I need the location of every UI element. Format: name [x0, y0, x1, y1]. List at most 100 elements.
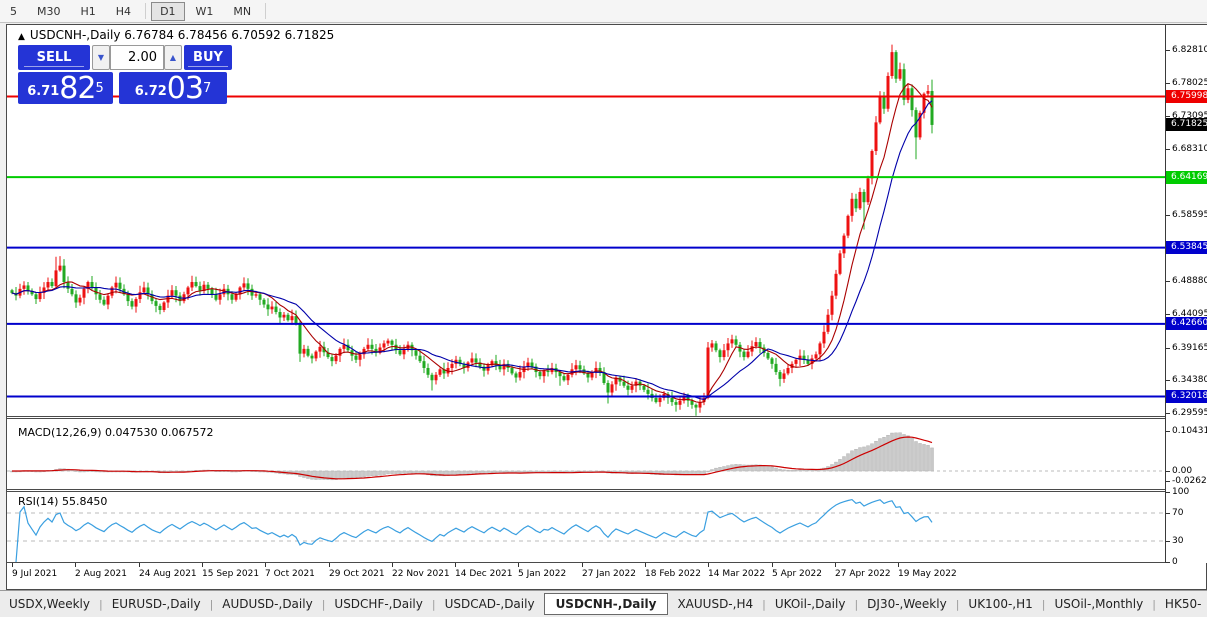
axis-tick	[1166, 215, 1170, 216]
macd-axis-label: 0.00	[1172, 466, 1193, 476]
axis-tick	[1166, 471, 1170, 472]
buy-button[interactable]: BUY	[184, 45, 232, 70]
ohlc-open: 6.76784	[124, 28, 174, 42]
sell-price-pip: 5	[95, 81, 104, 96]
axis-tick	[1166, 380, 1170, 381]
rsi-axis-label: 70	[1172, 508, 1184, 518]
axis-tick	[1166, 413, 1170, 414]
date-label: 2 Aug 2021	[75, 569, 127, 579]
collapse-triangle-icon[interactable]: ▲	[18, 32, 25, 42]
tab-ukoil-daily[interactable]: UKOil-,Daily	[774, 597, 846, 611]
tab-separator: |	[1152, 597, 1156, 611]
tab-usdx-weekly[interactable]: USDX,Weekly	[9, 597, 90, 611]
date-tick	[582, 563, 583, 567]
rsi-axis-label: 100	[1172, 487, 1190, 497]
macd-histogram	[10, 432, 934, 481]
macd-label: MACD(12,26,9) 0.047530 0.067572	[18, 426, 214, 439]
sell-price-panel[interactable]: 6.71 82 5	[18, 72, 113, 104]
buy-price-panel[interactable]: 6.72 03 7	[119, 72, 227, 104]
current-price-badge: 6.71825	[1166, 118, 1207, 131]
ohlc-high: 6.78456	[177, 28, 228, 42]
ohlc-close: 6.71825	[284, 28, 335, 42]
axis-tick	[1166, 314, 1170, 315]
axis-tick-label: 6.68310	[1172, 144, 1207, 154]
timeframe-button-m30[interactable]: M30	[37, 4, 61, 18]
date-label: 27 Jan 2022	[582, 569, 636, 579]
timeframe-button-w1[interactable]: W1	[195, 4, 214, 18]
volume-decrease-button[interactable]: ▼	[92, 45, 110, 70]
volume-input[interactable]: 2.00	[110, 45, 164, 70]
date-label: 29 Oct 2021	[329, 569, 385, 579]
tab-usoil-monthly[interactable]: USOil-,Monthly	[1054, 597, 1144, 611]
ohlc-low: 6.70592	[231, 28, 281, 42]
tab-xauusd-h4[interactable]: XAUUSD-,H4	[677, 597, 754, 611]
axis-tick-label: 6.73095	[1172, 111, 1207, 121]
axis-tick	[1166, 50, 1170, 51]
chart-tab-bar: USDX,Weekly | EURUSD-,Daily | AUDUSD-,Daily |…	[0, 590, 1207, 617]
date-label: 5 Jan 2022	[518, 569, 567, 579]
spin-up-icon: ▲	[169, 53, 177, 62]
timeframe-button-h1[interactable]: H1	[80, 4, 96, 18]
date-label: 5 Apr 2022	[772, 569, 822, 579]
price-axis[interactable]: 6.828106.780256.730956.683106.635256.585…	[1165, 25, 1207, 567]
axis-tick-label: 6.82810	[1172, 45, 1207, 55]
date-axis[interactable]: 9 Jul 2021 2 Aug 2021 24 Aug 2021 15 Sep 20…	[7, 563, 1165, 588]
tab-hk50-[interactable]: HK50-	[1164, 597, 1202, 611]
timeframe-button-h4[interactable]: H4	[115, 4, 132, 18]
symbol-title: USDCNH-,Daily	[29, 28, 121, 42]
tab-uk100-h1[interactable]: UK100-,H1	[968, 597, 1033, 611]
date-tick	[645, 563, 646, 567]
tab-usdcnh-daily[interactable]: USDCNH-,Daily	[543, 592, 669, 615]
date-label: 7 Oct 2021	[265, 569, 315, 579]
macd-signal-line	[12, 436, 933, 480]
date-tick	[139, 563, 140, 567]
macd-axis-label: -0.02624	[1172, 476, 1207, 486]
rsi-axis-label: 0	[1172, 557, 1178, 567]
tab-separator: |	[99, 597, 103, 611]
chart-title: ▲ USDCNH-,Daily 6.76784 6.78456 6.70592 6…	[18, 28, 334, 42]
axis-tick	[1166, 348, 1170, 349]
tab-separator: |	[209, 597, 214, 611]
axis-tick	[1166, 562, 1170, 563]
tab-audusd-daily[interactable]: AUDUSD-,Daily	[222, 597, 313, 611]
price-level-badge: 6.64169	[1166, 171, 1207, 184]
timeframe-button-mn[interactable]: MN	[233, 4, 252, 18]
axis-tick	[1166, 492, 1170, 493]
date-tick	[455, 563, 456, 567]
date-label: 9 Jul 2021	[12, 569, 58, 579]
axis-tick	[1166, 281, 1170, 282]
date-tick	[75, 563, 76, 567]
timeframe-button-d1[interactable]: D1	[151, 1, 185, 21]
tab-separator: |	[762, 597, 766, 611]
axis-tick	[1166, 83, 1170, 84]
axis-tick-label: 6.34380	[1172, 375, 1207, 385]
tab-usdchf-daily[interactable]: USDCHF-,Daily	[334, 597, 423, 611]
date-label: 15 Sep 2021	[202, 569, 260, 579]
date-tick	[12, 563, 13, 567]
tab-separator: |	[431, 597, 436, 611]
price-chart-canvas[interactable]	[7, 25, 1165, 563]
sell-price-digits: 82	[59, 71, 96, 106]
tab-dj30-weekly[interactable]: DJ30-,Weekly	[867, 597, 947, 611]
date-label: 27 Apr 2022	[835, 569, 891, 579]
rsi-label: RSI(14) 55.8450	[18, 495, 108, 508]
axis-tick-label: 6.78025	[1172, 78, 1207, 88]
price-level-badge: 6.53845	[1166, 241, 1207, 254]
axis-tick	[1166, 481, 1170, 482]
volume-increase-button[interactable]: ▲	[164, 45, 182, 70]
price-level-badge: 6.32018	[1166, 390, 1207, 403]
ma-slow-line	[11, 100, 933, 400]
axis-tick	[1166, 513, 1170, 514]
timeframe-button-5[interactable]: 5	[10, 4, 17, 18]
axis-tick-label: 6.58595	[1172, 210, 1207, 220]
rsi-line	[15, 498, 933, 563]
axis-tick	[1166, 116, 1170, 117]
date-label: 19 May 2022	[898, 569, 957, 579]
tab-separator: |	[321, 597, 326, 611]
tab-separator: |	[955, 597, 960, 611]
buy-price-digits: 03	[166, 71, 204, 106]
axis-tick	[1166, 149, 1170, 150]
tab-eurusd-daily[interactable]: EURUSD-,Daily	[111, 597, 201, 611]
sell-button[interactable]: SELL	[18, 45, 90, 70]
tab-usdcad-daily[interactable]: USDCAD-,Daily	[444, 597, 535, 611]
